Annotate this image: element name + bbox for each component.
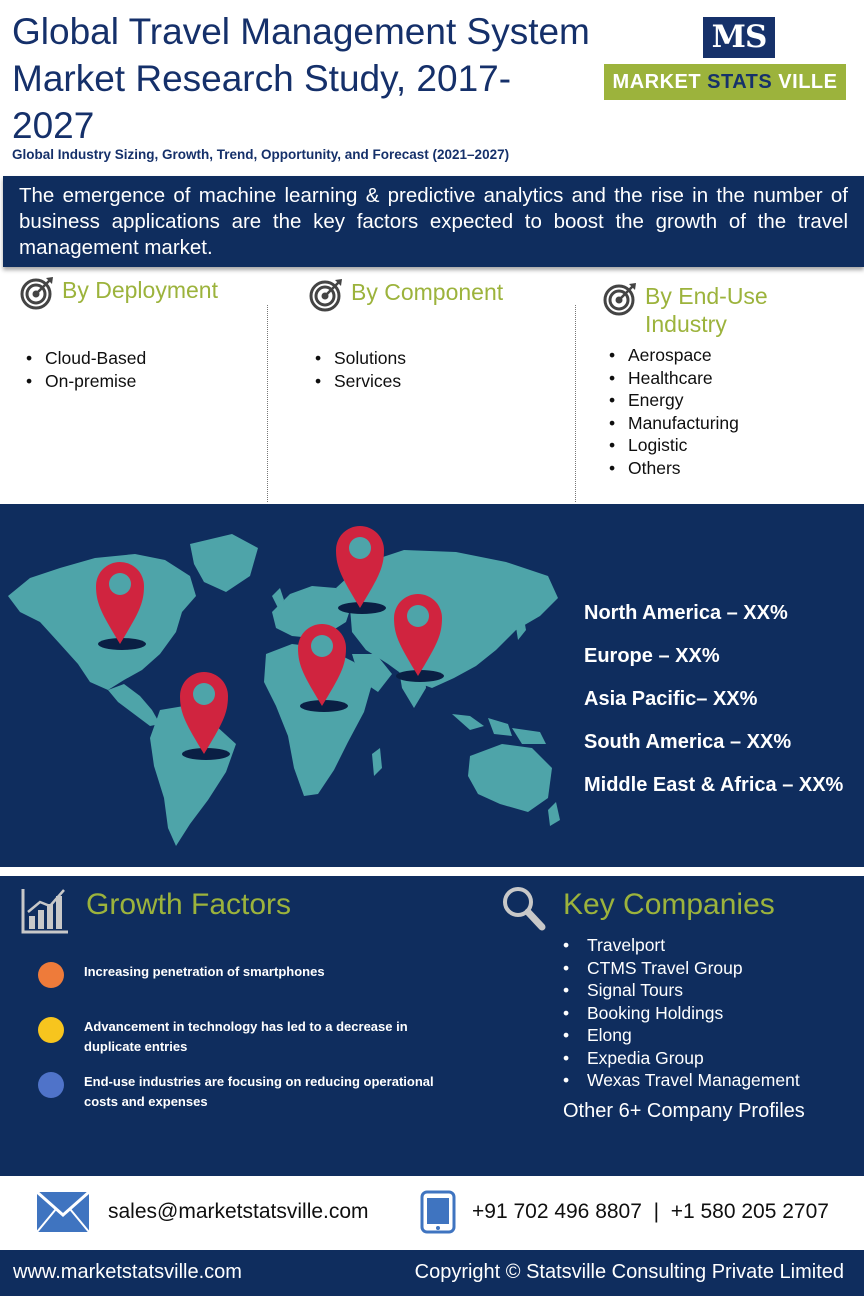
region-europe: Europe – XX%	[584, 645, 720, 667]
bullet-dot	[38, 1017, 64, 1043]
list-item: Others	[603, 457, 795, 480]
location-pin-icon	[180, 672, 230, 760]
other-company-profiles: Other 6+ Company Profiles	[563, 1100, 805, 1122]
location-pin-icon	[298, 624, 348, 712]
growth-factor-text: End-use industries are focusing on reduc…	[84, 1074, 434, 1109]
company-item: Wexas Travel Management	[563, 1069, 800, 1092]
list-item: Solutions	[309, 347, 503, 370]
growth-factor-text: Increasing penetration of smartphones	[84, 964, 325, 979]
bullet-dot	[38, 962, 64, 988]
company-item: Travelport	[563, 934, 800, 957]
footer: www.marketstatsville.com Copyright © Sta…	[0, 1250, 864, 1296]
key-companies-list: Travelport CTMS Travel Group Signal Tour…	[563, 934, 800, 1092]
growth-companies-section: Growth Factors Increasing penetration of…	[0, 876, 864, 1176]
list-item: Cloud-Based	[20, 347, 218, 370]
segment-list: Aerospace Healthcare Energy Manufacturin…	[603, 344, 795, 479]
logo-wordmark: MARKET STATS VILLE	[604, 64, 846, 100]
world-map	[8, 526, 560, 846]
contact-phone[interactable]: +91 702 496 8807 | +1 580 205 2707	[472, 1200, 829, 1223]
magnifier-icon	[503, 887, 546, 931]
company-item: Elong	[563, 1024, 800, 1047]
company-item: Signal Tours	[563, 979, 800, 1002]
brand-logo: MS MARKET STATS VILLE	[604, 17, 846, 101]
growth-factor: Advancement in technology has led to a d…	[38, 1017, 454, 1057]
page-subtitle: Global Industry Sizing, Growth, Trend, O…	[12, 147, 510, 162]
region-north-america: North America – XX%	[584, 602, 788, 624]
region-map-section: North America – XX% Europe – XX% Asia Pa…	[0, 504, 864, 867]
region-middle-east-africa: Middle East & Africa – XX%	[584, 774, 844, 796]
list-item: On-premise	[20, 370, 218, 393]
target-icon	[20, 277, 53, 310]
list-item: Energy	[603, 389, 795, 412]
logo-mark: MS	[703, 17, 775, 58]
target-icon	[309, 279, 342, 312]
list-item: Logistic	[603, 434, 795, 457]
segment-title: By End-Use Industry	[645, 283, 768, 337]
location-pin-icon	[394, 594, 444, 682]
segment-title: By Component	[351, 279, 504, 305]
region-south-america: South America – XX%	[584, 731, 792, 753]
segment-list: Cloud-Based On-premise	[20, 347, 218, 392]
company-item: CTMS Travel Group	[563, 957, 800, 980]
segment-end-use-industry: By End-Use Industry Aerospace Healthcare…	[603, 282, 795, 479]
summary-banner: The emergence of machine learning & pred…	[3, 176, 864, 267]
growth-factors-title: Growth Factors	[86, 888, 292, 921]
list-item: Services	[309, 370, 503, 393]
region-asia-pacific: Asia Pacific– XX%	[584, 688, 758, 710]
segment-divider	[575, 305, 576, 502]
logo-word-ville: VILLE	[772, 71, 838, 93]
logo-word-market: MARKET	[612, 71, 708, 93]
mail-icon	[36, 1191, 90, 1233]
segment-divider	[267, 305, 268, 502]
growth-factor-text: Advancement in technology has led to a d…	[84, 1019, 408, 1054]
segment-component: By Component Solutions Services	[309, 278, 503, 392]
contact-email[interactable]: sales@marketstatsville.com	[108, 1200, 369, 1223]
bullet-dot	[38, 1072, 64, 1098]
region-share-list: North America – XX% Europe – XX% Asia Pa…	[584, 592, 843, 807]
company-item: Booking Holdings	[563, 1002, 800, 1025]
location-pin-icon	[336, 526, 386, 614]
key-companies-title: Key Companies	[563, 888, 775, 921]
location-pin-icon	[96, 562, 146, 650]
footer-copyright: Copyright © Statsville Consulting Privat…	[414, 1261, 844, 1283]
logo-word-stats: STATS	[707, 71, 773, 93]
growth-factor: End-use industries are focusing on reduc…	[38, 1072, 454, 1112]
list-item: Manufacturing	[603, 412, 795, 435]
list-item: Aerospace	[603, 344, 795, 367]
segment-deployment: By Deployment Cloud-Based On-premise	[20, 276, 218, 392]
footer-website-link[interactable]: www.marketstatsville.com	[13, 1261, 242, 1283]
bar-chart-icon	[21, 889, 68, 934]
page-title: Global Travel Management System Market R…	[12, 11, 590, 146]
list-item: Healthcare	[603, 367, 795, 390]
growth-factor: Increasing penetration of smartphones	[38, 962, 454, 988]
company-item: Expedia Group	[563, 1047, 800, 1070]
segment-title: By Deployment	[62, 277, 218, 303]
segment-list: Solutions Services	[309, 347, 503, 392]
target-icon	[603, 283, 636, 316]
phone-icon	[420, 1190, 456, 1234]
